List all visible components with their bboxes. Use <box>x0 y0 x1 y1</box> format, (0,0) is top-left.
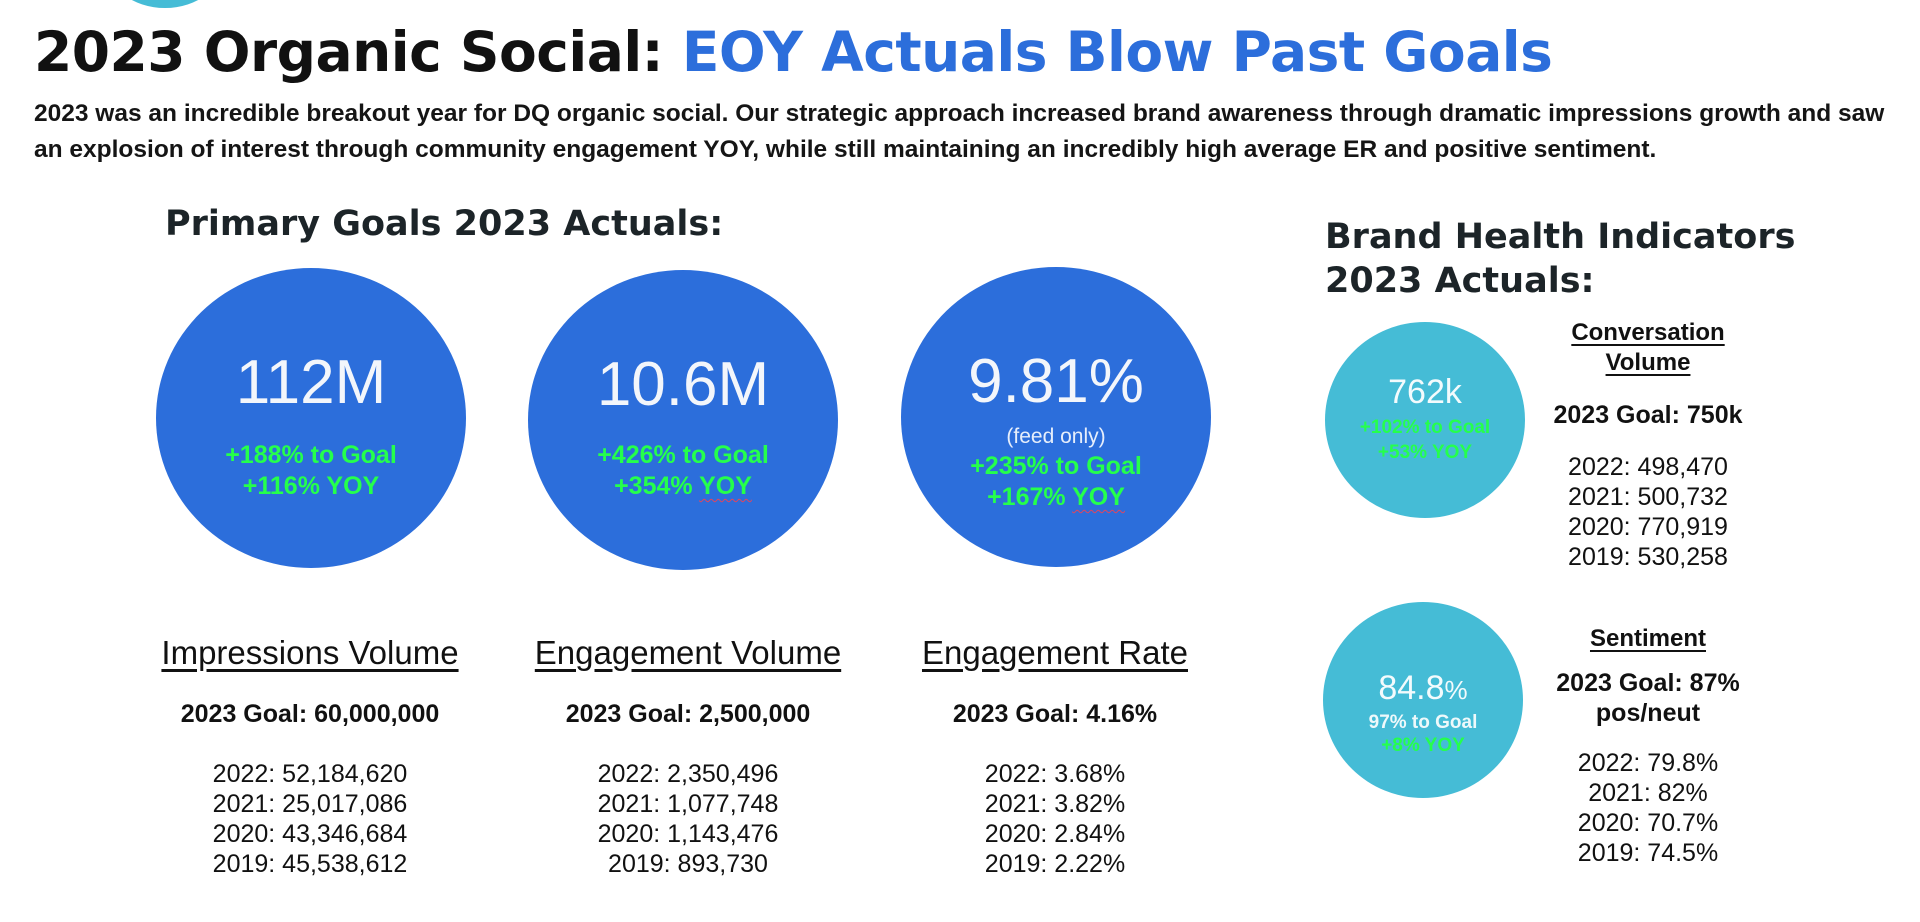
conversation-title: Conversation Volume <box>1571 319 1725 376</box>
decorative-corner-circle <box>105 0 225 8</box>
history-row: 2021: 500,732 <box>1568 483 1728 511</box>
history-row: 2021: 25,017,086 <box>212 790 408 818</box>
engagement-rate-circle: 9.81% (feed only) +235% to Goal +167% YO… <box>901 267 1211 567</box>
engagement-volume-value: 10.6M <box>596 350 770 419</box>
history-row: 2021: 3.82% <box>984 790 1126 818</box>
engagement-volume-to-goal: +426% to Goal <box>597 441 769 469</box>
history-row: 2021: 82% <box>1588 779 1708 807</box>
engagement-rate-metric: Engagement Rate 2023 Goal: 4.16% 2022: 3… <box>890 633 1220 879</box>
sentiment-value: 84.8% <box>1378 669 1468 707</box>
history-row: 2019: 530,258 <box>1568 543 1728 571</box>
history-row: 2022: 3.68% <box>984 760 1126 788</box>
sentiment-title: Sentiment <box>1589 625 1706 652</box>
history-row: 2020: 770,919 <box>1568 513 1728 541</box>
title-lead: 2023 Organic Social: <box>34 20 682 84</box>
history-row: 2019: 2.22% <box>984 850 1126 878</box>
engagement-rate-yoy: +167% YOY <box>987 483 1125 511</box>
conversation-goal: 2023 Goal: 750k <box>1553 401 1743 429</box>
sentiment-circle: 84.8% 97% to Goal +8% YOY <box>1323 602 1523 798</box>
engagement-volume-history: 2022: 2,350,496 2021: 1,077,748 2020: 1,… <box>508 759 868 879</box>
history-row: 2019: 74.5% <box>1577 839 1719 867</box>
history-row: 2019: 893,730 <box>608 850 768 878</box>
impressions-value: 112M <box>235 348 387 417</box>
conversation-history: 2022: 498,470 2021: 500,732 2020: 770,91… <box>1528 452 1768 572</box>
engagement-volume-circle: 10.6M +426% to Goal +354% YOY <box>528 270 838 570</box>
sentiment-yoy: +8% YOY <box>1381 735 1465 756</box>
primary-goals-heading: Primary Goals 2023 Actuals: <box>165 204 724 244</box>
intro-paragraph: 2023 was an incredible breakout year for… <box>34 100 1885 163</box>
engagement-rate-to-goal: +235% to Goal <box>970 452 1142 480</box>
sentiment-history: 2022: 79.8% 2021: 82% 2020: 70.7% 2019: … <box>1528 748 1768 868</box>
engagement-volume-title: Engagement Volume <box>534 634 842 671</box>
history-row: 2020: 70.7% <box>1577 809 1719 837</box>
conversation-circle: 762k +102% to Goal +53% YOY <box>1325 322 1525 518</box>
history-row: 2022: 498,470 <box>1568 453 1728 481</box>
history-row: 2020: 2.84% <box>984 820 1126 848</box>
title-highlight: EOY Actuals Blow Past Goals <box>681 20 1553 84</box>
engagement-rate-title: Engagement Rate <box>921 634 1188 671</box>
history-row: 2020: 1,143,476 <box>597 820 779 848</box>
history-row: 2022: 2,350,496 <box>597 760 779 788</box>
brand-health-heading: Brand Health Indicators 2023 Actuals: <box>1325 217 1796 301</box>
impressions-circle: 112M +188% to Goal +116% YOY <box>156 268 466 568</box>
impressions-title: Impressions Volume <box>161 634 459 671</box>
engagement-rate-history: 2022: 3.68% 2021: 3.82% 2020: 2.84% 2019… <box>890 759 1220 879</box>
sentiment-to-goal: 97% to Goal <box>1368 712 1478 733</box>
engagement-rate-value: 9.81% <box>968 347 1144 416</box>
conversation-metric: Conversation Volume 2023 Goal: 750k 2022… <box>1528 318 1768 572</box>
engagement-volume-metric: Engagement Volume 2023 Goal: 2,500,000 2… <box>508 633 868 879</box>
engagement-rate-note: (feed only) <box>1006 425 1106 448</box>
sentiment-metric: Sentiment 2023 Goal: 87% pos/neut 2022: … <box>1528 624 1768 868</box>
impressions-metric: Impressions Volume 2023 Goal: 60,000,000… <box>120 633 500 879</box>
page-title: 2023 Organic Social: EOY Actuals Blow Pa… <box>34 12 1553 92</box>
conversation-to-goal: +102% to Goal <box>1359 417 1491 438</box>
engagement-volume-goal: 2023 Goal: 2,500,000 <box>565 700 811 728</box>
sentiment-goal: 2023 Goal: 87% pos/neut <box>1556 669 1740 727</box>
engagement-volume-yoy: +354% YOY <box>614 472 752 500</box>
impressions-to-goal: +188% to Goal <box>225 441 397 469</box>
history-row: 2022: 52,184,620 <box>212 760 408 788</box>
engagement-rate-goal: 2023 Goal: 4.16% <box>952 700 1158 728</box>
history-row: 2019: 45,538,612 <box>212 850 408 878</box>
history-row: 2022: 79.8% <box>1577 749 1719 777</box>
impressions-history: 2022: 52,184,620 2021: 25,017,086 2020: … <box>120 759 500 879</box>
history-row: 2020: 43,346,684 <box>212 820 408 848</box>
conversation-yoy: +53% YOY <box>1377 442 1473 463</box>
impressions-goal: 2023 Goal: 60,000,000 <box>180 700 440 728</box>
conversation-value: 762k <box>1388 373 1462 411</box>
history-row: 2021: 1,077,748 <box>597 790 779 818</box>
impressions-yoy: +116% YOY <box>242 472 380 500</box>
